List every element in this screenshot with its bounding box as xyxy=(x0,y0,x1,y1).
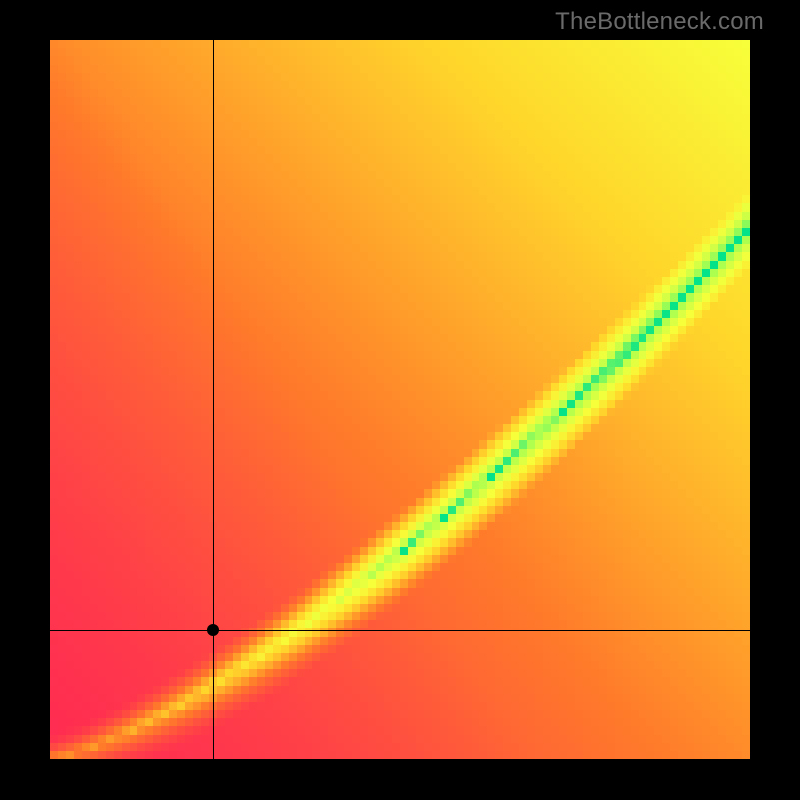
frame-left xyxy=(0,0,50,800)
heatmap-plot xyxy=(50,40,750,760)
watermark-text: TheBottleneck.com xyxy=(555,8,764,36)
frame-bottom xyxy=(0,760,800,800)
crosshair-horizontal xyxy=(50,630,750,631)
crosshair-marker-dot xyxy=(207,624,219,636)
crosshair-vertical xyxy=(213,40,214,760)
frame-right xyxy=(750,0,800,800)
